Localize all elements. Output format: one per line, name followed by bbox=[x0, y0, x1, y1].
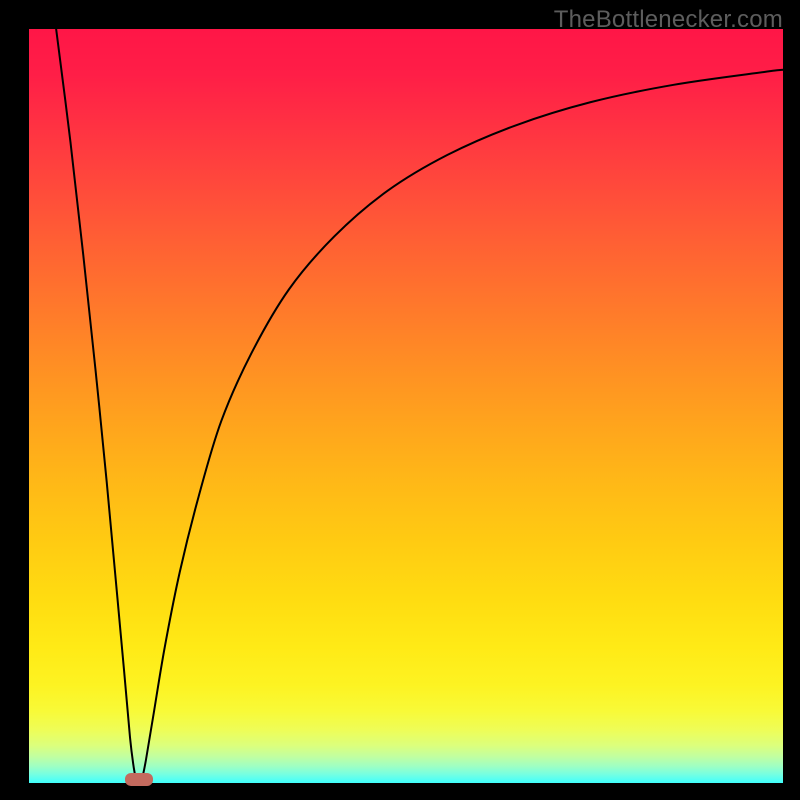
watermark-text: TheBottlenecker.com bbox=[554, 6, 783, 34]
curves-layer bbox=[29, 29, 783, 783]
minimum-marker bbox=[125, 773, 153, 786]
chart-root: TheBottlenecker.com bbox=[0, 0, 800, 800]
curve-left bbox=[56, 29, 136, 779]
plot-area bbox=[29, 29, 783, 783]
curve-right bbox=[142, 70, 783, 780]
